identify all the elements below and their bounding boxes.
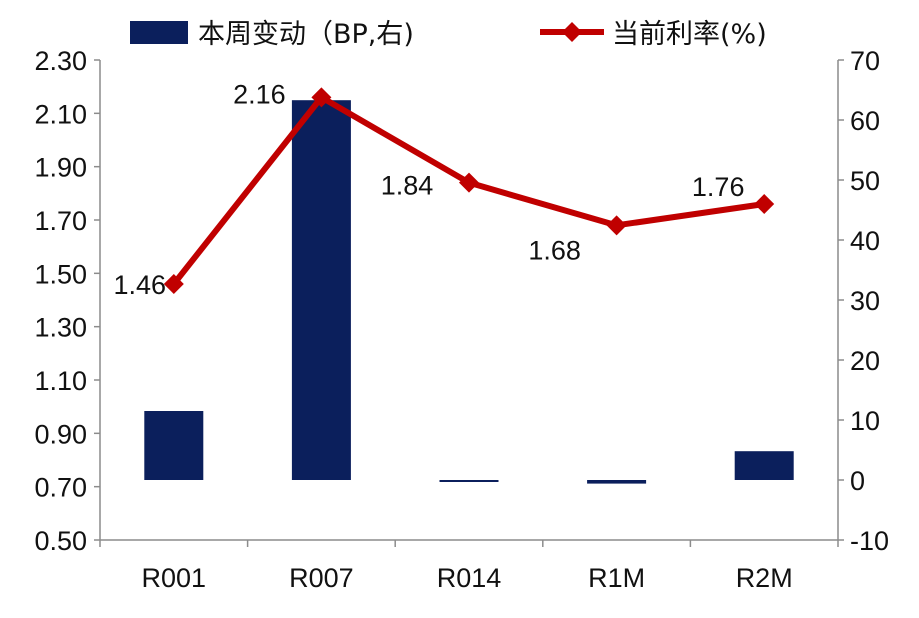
rate-point-R014 — [459, 172, 479, 193]
bar-series — [144, 100, 794, 484]
data-labels: 1.46 2.16 1.84 1.68 1.76 — [114, 79, 745, 300]
rate-point-R1M — [606, 215, 627, 236]
x-tick-label: R001 — [142, 563, 207, 593]
bar-R007 — [291, 100, 351, 480]
data-label-R014: 1.84 — [381, 171, 434, 201]
right-tick-label: 50 — [850, 166, 880, 196]
axes: 0.50 0.70 0.90 1.10 1.30 1.50 1.70 1.90 2.10 2.30… — [34, 46, 889, 593]
data-label-R007: 2.16 — [233, 79, 286, 109]
line-series — [163, 87, 775, 294]
legend-bar-swatch — [130, 21, 188, 44]
left-tick-label: 1.90 — [34, 153, 87, 183]
left-tick-label: 2.30 — [34, 46, 87, 76]
bar-R001 — [144, 411, 204, 480]
left-tick-label: 1.50 — [34, 259, 87, 289]
rate-point-R001 — [163, 274, 184, 294]
x-tick-label: R2M — [736, 563, 793, 593]
right-tick-label: 70 — [850, 46, 880, 76]
bar-R014 — [439, 480, 499, 482]
left-tick-label: 0.50 — [34, 526, 87, 556]
legend-diamond-marker — [562, 22, 582, 42]
data-label-R2M: 1.76 — [692, 172, 745, 202]
data-label-R001: 1.46 — [114, 270, 167, 300]
right-tick-label: 20 — [850, 346, 880, 376]
legend: 本周变动（BP,右) 当前利率(%) — [130, 19, 767, 50]
legend-line-label: 当前利率(%) — [612, 19, 767, 50]
bar-R1M — [587, 480, 647, 484]
right-tick-label: 40 — [850, 226, 880, 256]
x-tick-label: R014 — [437, 563, 502, 593]
right-tick-label: 10 — [850, 406, 880, 436]
right-tick-label: 0 — [850, 466, 865, 496]
right-tick-label: -10 — [850, 526, 889, 556]
right-tick-label: 60 — [850, 106, 880, 136]
x-tick-label: R1M — [588, 563, 645, 593]
legend-bar-label: 本周变动（BP,右) — [198, 19, 414, 50]
right-tick-label: 30 — [850, 286, 880, 316]
left-tick-label: 1.30 — [34, 313, 87, 343]
rate-point-R2M — [754, 194, 775, 214]
left-tick-label: 0.90 — [34, 419, 87, 449]
left-tick-label: 1.10 — [34, 366, 87, 396]
data-label-R1M: 1.68 — [528, 235, 581, 265]
x-tick-label: R007 — [289, 563, 354, 593]
rate-point-R007 — [311, 87, 332, 108]
bar-R2M — [734, 451, 794, 480]
left-tick-label: 2.10 — [34, 99, 87, 129]
left-tick-label: 0.70 — [34, 473, 87, 503]
left-tick-label: 1.70 — [34, 206, 87, 236]
